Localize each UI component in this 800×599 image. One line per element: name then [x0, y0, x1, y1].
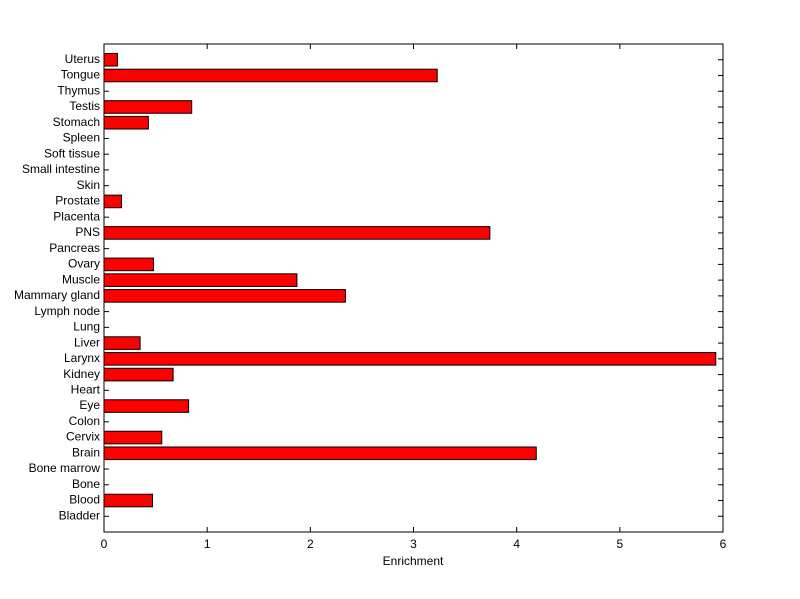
y-tick-label: Lymph node: [34, 304, 100, 318]
bar: [103, 115, 149, 130]
bar: [103, 430, 163, 445]
bar: [103, 352, 717, 366]
x-tick-label: 5: [616, 537, 623, 551]
bar: [103, 52, 118, 67]
x-tick-label: 2: [307, 537, 314, 551]
bar: [103, 100, 193, 114]
bar: [103, 273, 298, 287]
y-tick-label: Heart: [71, 382, 101, 396]
y-tick-label: Uterus: [65, 52, 100, 66]
x-tick-label: 3: [410, 537, 417, 551]
bar: [103, 226, 491, 240]
bar: [103, 399, 190, 413]
y-tick-label: Stomach: [53, 115, 100, 129]
bar: [103, 289, 346, 303]
y-tick-label: Placenta: [53, 209, 100, 223]
y-tick-label: Larynx: [64, 351, 100, 365]
bar: [103, 257, 155, 272]
y-tick-label: Spleen: [63, 131, 100, 145]
y-tick-label: Pancreas: [49, 241, 100, 255]
y-tick-label: Testis: [69, 99, 100, 113]
y-tick-label: Brain: [72, 445, 100, 459]
y-tick-label: Thymus: [57, 83, 100, 97]
y-tick-label: Mammary gland: [14, 288, 100, 302]
x-tick-label: 1: [204, 537, 211, 551]
y-tick-label: Eye: [79, 398, 100, 412]
bar: [103, 336, 141, 350]
bar: [103, 493, 153, 508]
y-tick-label: Bone marrow: [29, 461, 101, 475]
x-tick-label: 0: [101, 537, 108, 551]
y-tick-label: PNS: [75, 225, 100, 239]
y-tick-label: Colon: [69, 414, 100, 428]
bar: [103, 194, 123, 209]
bar: [103, 446, 537, 461]
y-tick-label: Blood: [69, 493, 100, 507]
x-tick-label: 6: [720, 537, 727, 551]
y-tick-label: Liver: [74, 335, 100, 349]
x-axis-label: Enrichment: [383, 554, 444, 568]
y-tick-label: Lung: [73, 320, 100, 334]
y-tick-label: Small intestine: [22, 162, 100, 176]
y-tick-label: Bladder: [59, 508, 100, 522]
bar: [103, 68, 438, 83]
y-tick-label: Bone: [72, 477, 100, 491]
y-tick-label: Cervix: [66, 430, 100, 444]
y-tick-label: Soft tissue: [44, 146, 100, 160]
y-tick-label: Tongue: [61, 68, 101, 82]
y-tick-label: Skin: [77, 178, 100, 192]
y-tick-label: Ovary: [68, 257, 100, 271]
y-tick-label: Muscle: [62, 272, 100, 286]
y-tick-label: Prostate: [55, 194, 100, 208]
bar: [103, 367, 174, 382]
y-tick-label: Kidney: [63, 367, 100, 381]
x-tick-label: 4: [513, 537, 520, 551]
